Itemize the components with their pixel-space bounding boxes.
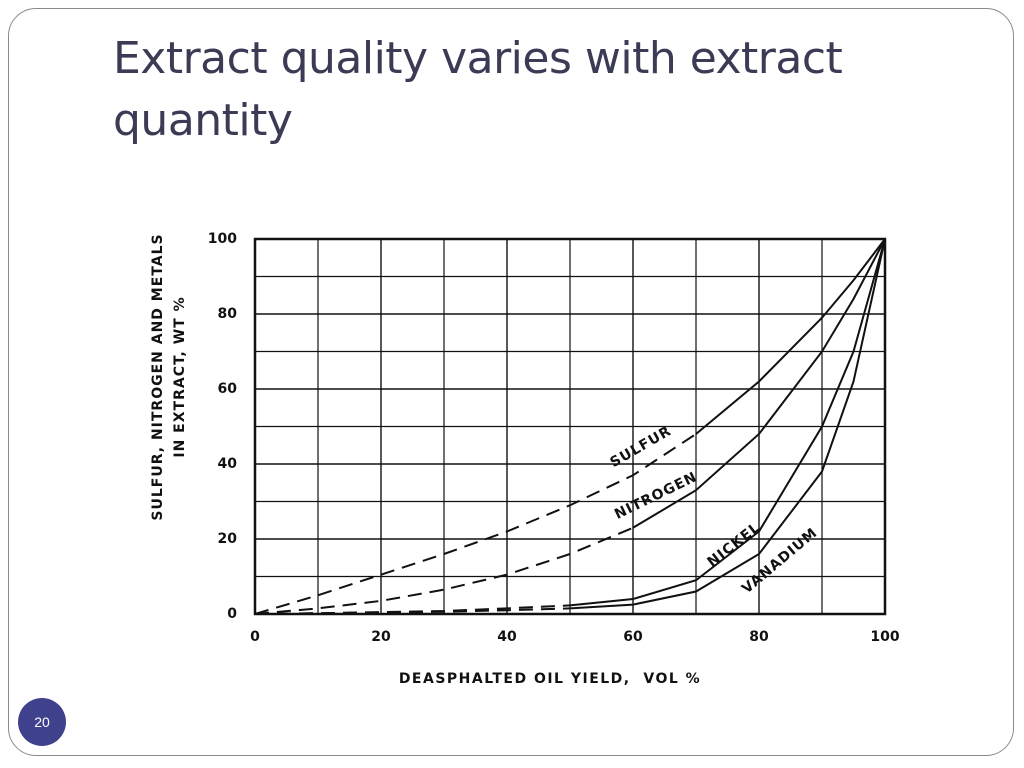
y-tick-label: 0 — [227, 606, 237, 622]
series-line — [254, 433, 697, 615]
plot-frame — [253, 237, 887, 616]
x-tick-label: 20 — [371, 629, 391, 645]
curve-label: NICKEL — [704, 519, 763, 570]
slide-title: Extract quality varies with extract quan… — [113, 33, 843, 146]
series-line — [695, 238, 886, 435]
series-line — [254, 526, 634, 615]
slide-frame — [8, 8, 1014, 756]
y-axis-label: IN EXTRACT, WT % — [172, 296, 188, 457]
page-number: 20 — [18, 698, 66, 746]
y-tick-label: 20 — [218, 531, 238, 547]
x-tick-label: 100 — [870, 629, 899, 645]
series-line — [569, 238, 886, 607]
series-line — [632, 238, 886, 529]
x-tick-label: 0 — [250, 629, 260, 645]
y-tick-label: 80 — [218, 306, 238, 322]
y-tick-label: 100 — [208, 231, 237, 247]
y-tick-label: 40 — [218, 456, 238, 472]
x-tick-label: 80 — [749, 629, 769, 645]
y-axis-label: SULFUR, NITROGEN AND METALS — [150, 233, 166, 520]
y-tick-label: 60 — [218, 381, 238, 397]
x-tick-label: 60 — [623, 629, 643, 645]
x-axis-label: DEASPHALTED OIL YIELD, VOL % — [399, 671, 701, 687]
series-line — [569, 238, 886, 610]
series-line — [254, 607, 571, 615]
x-tick-label: 40 — [497, 629, 517, 645]
